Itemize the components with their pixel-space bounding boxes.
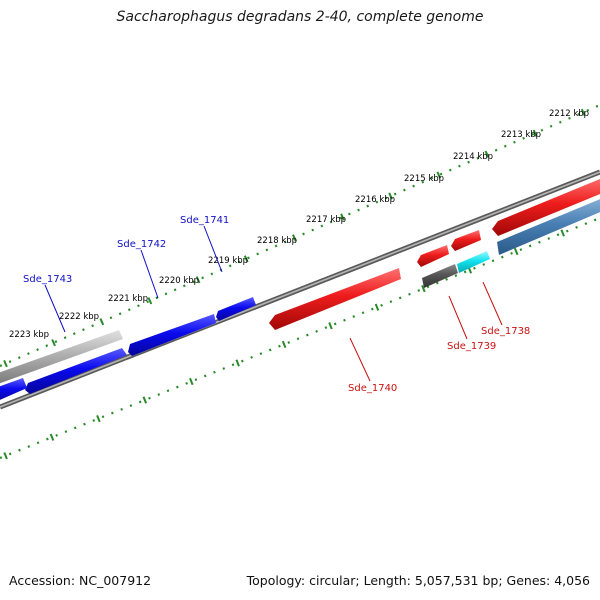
lower-ruler-tick-4 (189, 377, 194, 386)
forward-genes (0, 197, 600, 402)
ruler-label-2213: 2213 kbp (501, 130, 541, 140)
upper-ruler-tick-0 (3, 359, 8, 368)
leader-sde-1738 (482, 281, 503, 326)
reverse-genes (269, 177, 600, 330)
upper-ruler-tick-1 (51, 339, 56, 347)
gene-label-sde-1742[interactable]: Sde_1742 (117, 239, 166, 250)
gene-label-sde-1738[interactable]: Sde_1738 (481, 326, 530, 337)
gene-arrow-sde-1741[interactable] (216, 297, 256, 321)
accession-label: Accession: NC_007912 (9, 573, 152, 588)
lower-ruler-tick-6 (281, 340, 287, 348)
lower-ruler-tick-9 (421, 285, 426, 293)
ruler-label-2223: 2223 kbp (9, 330, 49, 340)
ruler-label-2214: 2214 kbp (453, 152, 493, 162)
ruler-label-2216: 2216 kbp (355, 195, 395, 205)
upper-ruler-ticks (3, 108, 586, 368)
gene-arrow-sde-1739[interactable] (422, 264, 458, 288)
gene-arrow-sde-1738[interactable] (457, 251, 490, 273)
lower-ruler-tick-12 (560, 229, 565, 237)
gene-arrow-grey[interactable] (0, 330, 123, 385)
gene-arrow-red-c[interactable] (492, 177, 600, 236)
gene-arrow-sde-1742[interactable] (128, 314, 216, 356)
upper-ruler-tick-4 (195, 276, 201, 284)
ruler-label-2221: 2221 kbp (108, 294, 148, 304)
ruler-label-2219: 2219 kbp (208, 256, 248, 266)
gene-label-sde-1739[interactable]: Sde_1739 (447, 341, 496, 352)
lower-ruler-tick-8 (374, 303, 380, 311)
leader-sde-1740 (349, 337, 371, 382)
leader-sde-1741 (203, 225, 223, 273)
upper-ruler-tick-8 (388, 192, 393, 200)
ruler-label-2217: 2217 kbp (306, 215, 346, 225)
upper-ruler-tick-5 (243, 255, 249, 263)
lower-ruler-line (0, 216, 600, 460)
gene-labels: Sde_1743 Sde_1742 Sde_1741 Sde_1740 Sde_… (23, 215, 530, 394)
lower-ruler-tick-7 (328, 322, 333, 330)
lower-ruler-tick-0 (3, 452, 8, 460)
gene-arrow-red-a[interactable] (417, 245, 449, 267)
leader-sde-1739 (448, 295, 468, 340)
ruler-label-2222: 2222 kbp (59, 312, 99, 322)
gene-arrow-steel[interactable] (497, 197, 600, 255)
ruler-label-2220: 2220 kbp (159, 276, 199, 286)
upper-ruler-tick-11 (532, 129, 538, 137)
upper-ruler (0, 103, 600, 368)
ruler-labels: 2212 kbp 2213 kbp 2214 kbp 2215 kbp 2216… (9, 109, 589, 340)
lower-ruler-tick-11 (513, 247, 519, 256)
lower-ruler (0, 216, 600, 460)
lower-ruler-tick-5 (235, 359, 240, 367)
map-title: Saccharophagus degradans 2-40, complete … (116, 9, 484, 25)
lower-ruler-ticks (3, 229, 565, 460)
upper-ruler-tick-3 (147, 297, 153, 305)
upper-ruler-tick-2 (99, 318, 105, 326)
leader-sde-1742 (140, 249, 159, 299)
gene-arrow-red-b[interactable] (451, 230, 481, 251)
gene-label-sde-1743[interactable]: Sde_1743 (23, 274, 72, 285)
upper-ruler-tick-9 (436, 171, 442, 179)
gene-arrow-sde-1740[interactable] (269, 268, 401, 330)
genome-summary: Topology: circular; Length: 5,057,531 bp… (246, 573, 590, 588)
upper-ruler-tick-10 (484, 150, 490, 158)
lower-ruler-tick-2 (96, 415, 101, 423)
gene-label-sde-1740[interactable]: Sde_1740 (348, 383, 397, 394)
upper-ruler-tick-7 (340, 213, 345, 221)
lower-ruler-tick-1 (49, 433, 55, 441)
lower-ruler-tick-3 (142, 396, 148, 404)
upper-ruler-tick-12 (580, 108, 586, 116)
gene-label-sde-1741[interactable]: Sde_1741 (180, 215, 229, 226)
upper-ruler-tick-6 (292, 234, 297, 242)
ruler-label-2215: 2215 kbp (404, 174, 444, 184)
gene-arrow-sde-1743[interactable] (25, 348, 127, 394)
leader-sde-1743 (44, 284, 66, 333)
ruler-label-2218: 2218 kbp (257, 236, 297, 246)
ruler-label-2212: 2212 kbp (549, 109, 589, 119)
genome-backbone (0, 169, 600, 410)
gene-leaders (44, 225, 503, 382)
gene-arrow-sde-1744[interactable] (0, 378, 27, 402)
